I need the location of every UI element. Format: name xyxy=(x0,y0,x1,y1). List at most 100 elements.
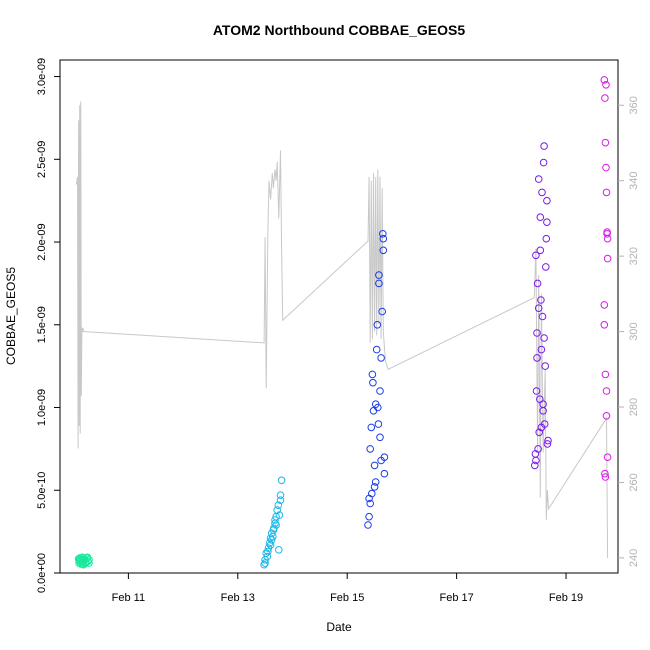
data-point xyxy=(377,354,385,362)
data-point xyxy=(271,516,279,524)
data-point xyxy=(538,312,547,321)
data-point xyxy=(600,76,609,84)
data-point xyxy=(536,246,545,255)
data-point xyxy=(379,234,388,243)
data-point xyxy=(600,321,609,329)
data-point xyxy=(537,423,546,432)
data-point xyxy=(263,552,272,561)
y2-tick-label: 260 xyxy=(628,473,640,491)
y-tick-label: 5.0e-10 xyxy=(36,472,48,509)
data-point xyxy=(601,473,610,481)
data-point xyxy=(535,428,544,437)
data-point xyxy=(533,354,541,362)
data-point xyxy=(532,251,540,260)
data-point xyxy=(368,370,377,379)
data-point xyxy=(540,142,548,150)
points-layer xyxy=(74,76,612,569)
data-point xyxy=(539,158,548,167)
data-point xyxy=(276,491,285,500)
y2-tick-label: 300 xyxy=(628,322,640,340)
x-tick-label: Feb 19 xyxy=(549,592,583,604)
data-point xyxy=(539,400,547,409)
data-point xyxy=(531,450,540,458)
data-point xyxy=(603,234,612,243)
data-point xyxy=(377,456,385,465)
scatter-series-1 xyxy=(260,476,286,569)
data-point xyxy=(533,329,541,337)
data-point xyxy=(370,483,379,491)
data-point xyxy=(368,489,376,498)
x-tick-label: Feb 15 xyxy=(330,592,364,604)
data-point xyxy=(273,506,282,514)
y-tick-label: 2.5e-09 xyxy=(36,141,48,178)
data-point xyxy=(602,188,611,197)
data-point xyxy=(603,453,612,462)
data-point xyxy=(541,362,550,370)
data-point xyxy=(274,501,283,510)
data-point xyxy=(374,420,383,428)
data-point xyxy=(379,230,387,238)
data-point xyxy=(272,521,280,529)
data-point xyxy=(543,218,551,226)
y2-axis: 240 260 280 300 320 340 360 xyxy=(618,96,640,567)
data-point xyxy=(275,546,283,554)
data-point xyxy=(534,304,543,313)
x-tick-label: Feb 13 xyxy=(221,592,255,604)
data-point xyxy=(536,213,545,221)
x-tick-label: Feb 17 xyxy=(439,592,473,604)
data-point xyxy=(365,512,373,521)
data-point xyxy=(533,279,542,288)
data-point xyxy=(364,521,372,529)
scatter-series-3 xyxy=(531,142,552,470)
data-point xyxy=(601,469,609,478)
data-point xyxy=(276,496,285,505)
data-point xyxy=(371,478,380,486)
x-axis-label: Date xyxy=(326,620,352,634)
data-point xyxy=(369,378,377,387)
y2-tick-label: 240 xyxy=(628,549,640,567)
data-point xyxy=(603,254,612,263)
data-point xyxy=(379,246,388,255)
data-point xyxy=(277,476,286,485)
data-point xyxy=(367,423,376,432)
data-point xyxy=(602,412,611,420)
x-tick-label: Feb 11 xyxy=(112,592,145,604)
data-point xyxy=(378,307,387,316)
data-point xyxy=(267,536,276,544)
data-point xyxy=(266,541,275,549)
y2-tick-label: 280 xyxy=(628,398,640,416)
data-point xyxy=(602,81,610,89)
y2-tick-label: 320 xyxy=(628,247,640,265)
right-axis-line-series xyxy=(75,101,609,558)
y-tick-label: 0.0e+00 xyxy=(36,553,48,593)
y2-tick-label: 340 xyxy=(628,172,640,190)
data-point xyxy=(261,559,269,567)
y-axis: 0.0e+00 5.0e-10 1.0e-09 1.5e-09 2.0e-09 2.5e-… xyxy=(36,58,60,593)
data-point xyxy=(275,511,284,519)
y-tick-label: 1.0e-09 xyxy=(36,389,48,426)
data-point xyxy=(543,196,551,205)
data-point xyxy=(260,560,268,569)
data-point xyxy=(366,499,375,508)
data-point xyxy=(376,387,384,395)
data-point xyxy=(537,345,546,354)
data-point xyxy=(85,559,93,567)
data-point xyxy=(601,94,609,102)
data-point xyxy=(81,558,90,567)
y2-tick-label: 360 xyxy=(628,96,640,114)
y-tick-label: 1.5e-09 xyxy=(36,306,48,343)
y-tick-label: 2.0e-09 xyxy=(36,223,48,260)
data-point xyxy=(600,301,609,309)
data-point xyxy=(366,445,375,453)
chart-title: ATOM2 Northbound COBBAE_GEOS5 xyxy=(213,22,465,38)
data-point xyxy=(534,175,543,183)
data-point xyxy=(602,163,610,172)
data-point xyxy=(601,138,610,147)
data-point xyxy=(538,188,546,197)
data-point xyxy=(532,387,541,395)
scatter-series-2 xyxy=(364,230,389,529)
x-axis: Feb 11 Feb 13 Feb 15 Feb 17 Feb 19 xyxy=(112,573,583,604)
data-point xyxy=(375,279,383,288)
data-point xyxy=(262,549,271,557)
